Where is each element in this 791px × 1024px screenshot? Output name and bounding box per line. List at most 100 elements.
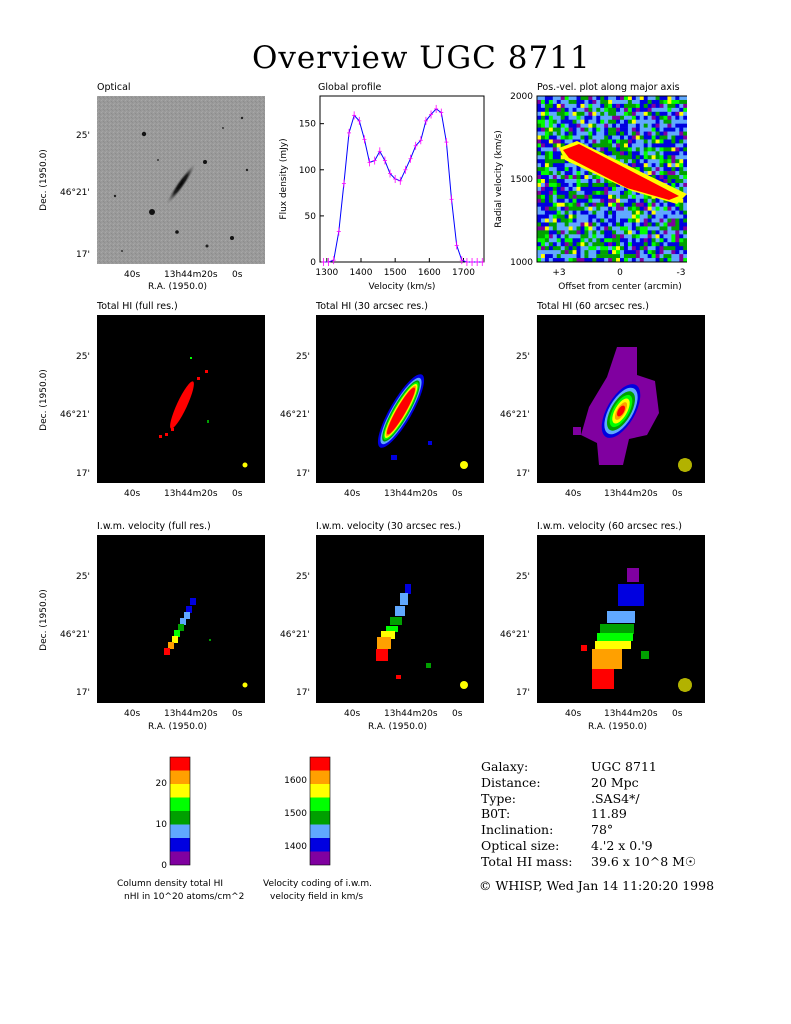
pv-cell bbox=[604, 214, 609, 219]
pv-cell bbox=[540, 179, 546, 184]
pv-cell bbox=[683, 135, 687, 140]
pv-cell bbox=[604, 258, 609, 263]
pv-cell bbox=[540, 210, 546, 215]
pv-cell bbox=[580, 167, 585, 172]
pv-cell bbox=[537, 250, 542, 255]
pv-cell bbox=[651, 155, 656, 160]
pv-cell bbox=[544, 175, 550, 180]
pv-cell bbox=[572, 222, 577, 227]
pv-cell bbox=[548, 155, 554, 160]
pv-cell bbox=[556, 198, 562, 204]
pv-cell bbox=[647, 222, 652, 227]
pv-cell bbox=[635, 167, 641, 172]
pv-cell bbox=[580, 179, 585, 184]
pv-cell bbox=[584, 238, 589, 243]
colorbar-swatch bbox=[170, 811, 190, 825]
vel-pixel bbox=[184, 612, 190, 619]
pv-cell bbox=[643, 135, 648, 140]
pv-cell bbox=[560, 163, 565, 168]
pv-cell bbox=[679, 107, 684, 113]
pv-cell bbox=[584, 135, 589, 140]
y-tick-label: 1500 bbox=[510, 175, 533, 185]
pv-cell bbox=[580, 258, 585, 263]
pv-cell bbox=[663, 214, 668, 219]
pv-cell bbox=[643, 218, 648, 223]
pv-cell bbox=[663, 155, 668, 160]
pv-cell bbox=[588, 135, 593, 140]
pv-cell bbox=[663, 226, 668, 231]
pv-cell bbox=[560, 198, 565, 204]
pv-cell bbox=[548, 151, 554, 156]
pv-cell bbox=[667, 182, 672, 188]
pv-cell bbox=[655, 214, 660, 219]
pv-cell bbox=[596, 198, 601, 204]
pv-cell bbox=[683, 99, 687, 105]
pv-cell bbox=[576, 127, 581, 132]
vel-full-map bbox=[97, 535, 265, 703]
pv-cell bbox=[572, 254, 577, 259]
pv-cell bbox=[600, 139, 605, 144]
pv-cell bbox=[596, 147, 601, 152]
pv-cell bbox=[631, 246, 637, 251]
pv-cell bbox=[616, 242, 621, 247]
pv-cell bbox=[564, 234, 569, 239]
pv-cell bbox=[556, 96, 562, 101]
pv-cell bbox=[576, 230, 581, 235]
pv-cell bbox=[612, 198, 617, 204]
pv-cell bbox=[572, 238, 577, 243]
pv-cell bbox=[572, 210, 577, 215]
pv-cell bbox=[552, 135, 558, 140]
pv-cell bbox=[580, 107, 585, 113]
pv-cell bbox=[651, 214, 656, 219]
pv-cell bbox=[600, 147, 605, 152]
pv-cell bbox=[537, 167, 542, 172]
pv-cell bbox=[537, 214, 542, 219]
cbar2-caption: Velocity coding of i.w.m. bbox=[263, 879, 373, 889]
pv-cell bbox=[572, 198, 577, 204]
pv-cell bbox=[627, 226, 633, 231]
pv-cell bbox=[655, 107, 660, 113]
pv-cell bbox=[576, 123, 581, 128]
pv-cell bbox=[620, 159, 625, 164]
pv-cell bbox=[592, 135, 597, 140]
pv-cell bbox=[604, 131, 609, 136]
pv-cell bbox=[663, 131, 668, 136]
pv-cell bbox=[540, 230, 546, 235]
pv-cell bbox=[631, 163, 637, 168]
vel-pixel bbox=[592, 669, 614, 689]
pv-cell bbox=[659, 222, 664, 227]
vel-full-title: I.w.m. velocity (full res.) bbox=[97, 521, 211, 532]
pv-cell bbox=[627, 127, 633, 132]
pv-cell bbox=[552, 226, 558, 231]
pv-cell bbox=[592, 111, 597, 117]
pv-cell bbox=[596, 230, 601, 235]
pv-cell bbox=[659, 242, 664, 247]
pv-cell bbox=[604, 127, 609, 132]
pv-cell bbox=[600, 123, 605, 128]
pv-cell bbox=[540, 159, 546, 164]
pv-cell bbox=[659, 96, 664, 101]
pv-cell bbox=[647, 250, 652, 255]
pv-cell bbox=[580, 135, 585, 140]
pv-cell bbox=[548, 258, 554, 263]
pv-cell bbox=[612, 222, 617, 227]
pv-cell bbox=[572, 218, 577, 223]
pv-cell bbox=[540, 254, 546, 259]
pv-cell bbox=[576, 202, 581, 207]
pv-cell bbox=[635, 127, 641, 132]
ra-tick-40: 40s bbox=[124, 489, 141, 499]
pv-cell bbox=[651, 96, 656, 101]
x-tick-label: 1400 bbox=[350, 268, 373, 278]
pv-cell bbox=[556, 182, 562, 188]
pv-cell bbox=[560, 226, 565, 231]
pv-cell bbox=[627, 206, 633, 211]
pv-cell bbox=[667, 131, 672, 136]
pv-cell bbox=[655, 202, 660, 207]
pv-cell bbox=[612, 230, 617, 235]
pv-cell bbox=[671, 103, 676, 109]
pv-cell bbox=[675, 246, 680, 251]
pv-cell bbox=[576, 119, 581, 124]
pv-cell bbox=[564, 135, 569, 140]
pv-cell bbox=[639, 206, 645, 211]
